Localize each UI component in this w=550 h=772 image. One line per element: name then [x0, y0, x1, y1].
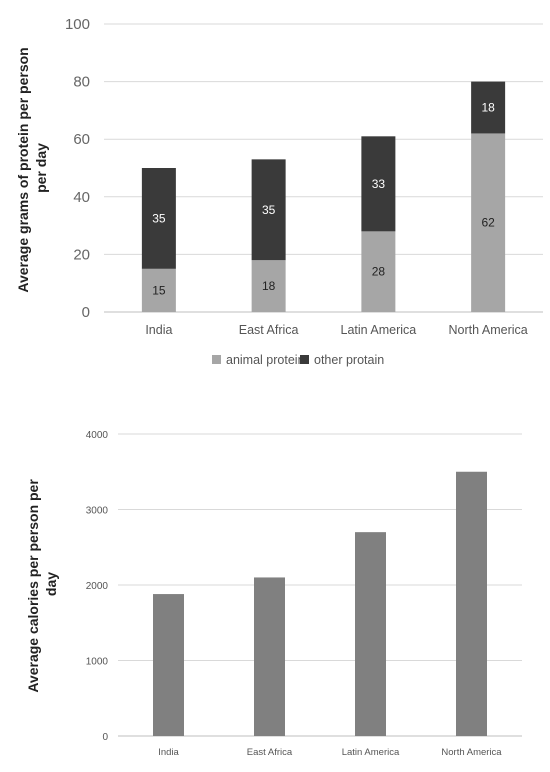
- bar-other-protain-latin-america: [361, 136, 396, 232]
- x-tick-label: India: [145, 323, 172, 337]
- bar-north-america: [456, 471, 487, 736]
- y-axis-label: Average calories per person per day: [25, 475, 59, 692]
- legend-swatch-animal-protein: [212, 355, 221, 364]
- y-tick-label: 60: [73, 131, 90, 148]
- legend-swatch-other-protain: [300, 355, 309, 364]
- data-label: 62: [481, 216, 495, 230]
- bar-latin-america: [355, 532, 386, 736]
- y-tick-label: 40: [73, 189, 90, 206]
- legend-label-other-protain: other protain: [314, 353, 384, 367]
- data-label: 15: [152, 283, 166, 297]
- bar-other-protain-north-america: [471, 81, 506, 134]
- protein-chart: 0 20 40 60 80 100 15 35 18 35 28 33 62 18 India East …: [15, 16, 543, 367]
- bar-animal-protein-latin-america: [361, 231, 396, 312]
- bar-india: [153, 594, 184, 736]
- data-label: 35: [152, 211, 166, 225]
- y-tick-label: 0: [82, 304, 90, 321]
- y-tick-label: 20: [73, 246, 90, 263]
- x-tick-label: India: [158, 747, 179, 758]
- y-tick-label: 4000: [86, 430, 109, 441]
- data-label: 35: [262, 203, 276, 217]
- bar-other-protain-india: [141, 168, 176, 269]
- x-tick-label: North America: [449, 323, 528, 337]
- y-axis-label-line-1: Average grams of protein per person: [15, 47, 31, 292]
- bar-animal-protein-india: [141, 268, 176, 312]
- bar-east-africa: [254, 577, 285, 736]
- bar-animal-protein-north-america: [471, 133, 506, 312]
- x-tick-label: Latin America: [341, 323, 417, 337]
- bar-other-protain-east-africa: [251, 159, 286, 261]
- calories-chart: 0 1000 2000 3000 4000 India East Africa Latin …: [25, 430, 522, 758]
- y-tick-label: 1000: [86, 657, 109, 668]
- y-axis-label-line-1: Average calories per person per: [25, 479, 41, 693]
- y-tick-label: 80: [73, 74, 90, 91]
- legend: animal protein other protain: [212, 353, 384, 367]
- x-tick-label: North America: [441, 747, 502, 758]
- data-label: 18: [481, 101, 495, 115]
- y-tick-label: 3000: [86, 506, 109, 517]
- x-tick-label: East Africa: [239, 323, 299, 337]
- y-tick-label: 0: [102, 732, 108, 743]
- data-label: 33: [372, 177, 386, 191]
- legend-label-animal-protein: animal protein: [226, 353, 305, 367]
- y-axis-label-line-2: day: [43, 572, 59, 596]
- y-axis-label: Average grams of protein per person per …: [15, 43, 49, 292]
- data-label: 28: [372, 265, 386, 279]
- y-tick-label: 2000: [86, 581, 109, 592]
- y-axis-label-line-2: per day: [33, 143, 49, 193]
- x-tick-label: Latin America: [342, 747, 400, 758]
- x-tick-label: East Africa: [247, 747, 293, 758]
- bar-animal-protein-east-africa: [251, 260, 286, 312]
- data-label: 18: [262, 279, 276, 293]
- y-tick-label: 100: [65, 16, 90, 33]
